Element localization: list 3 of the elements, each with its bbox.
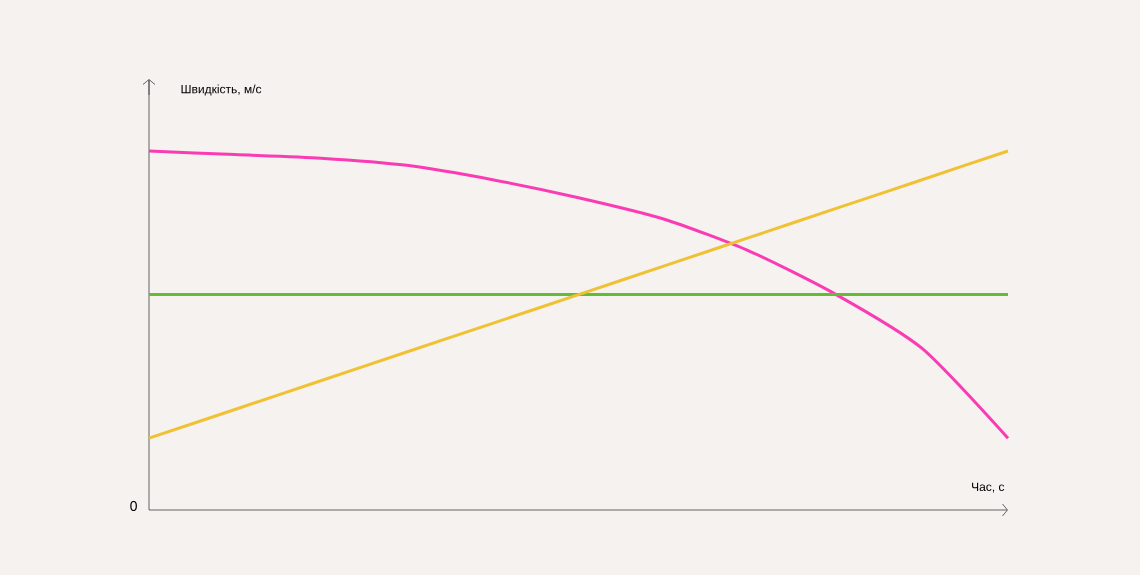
y-axis-title: Швидкість, м/с <box>181 84 262 96</box>
x-axis-title: Час, с <box>972 482 1005 493</box>
text: 0 <box>130 501 137 511</box>
